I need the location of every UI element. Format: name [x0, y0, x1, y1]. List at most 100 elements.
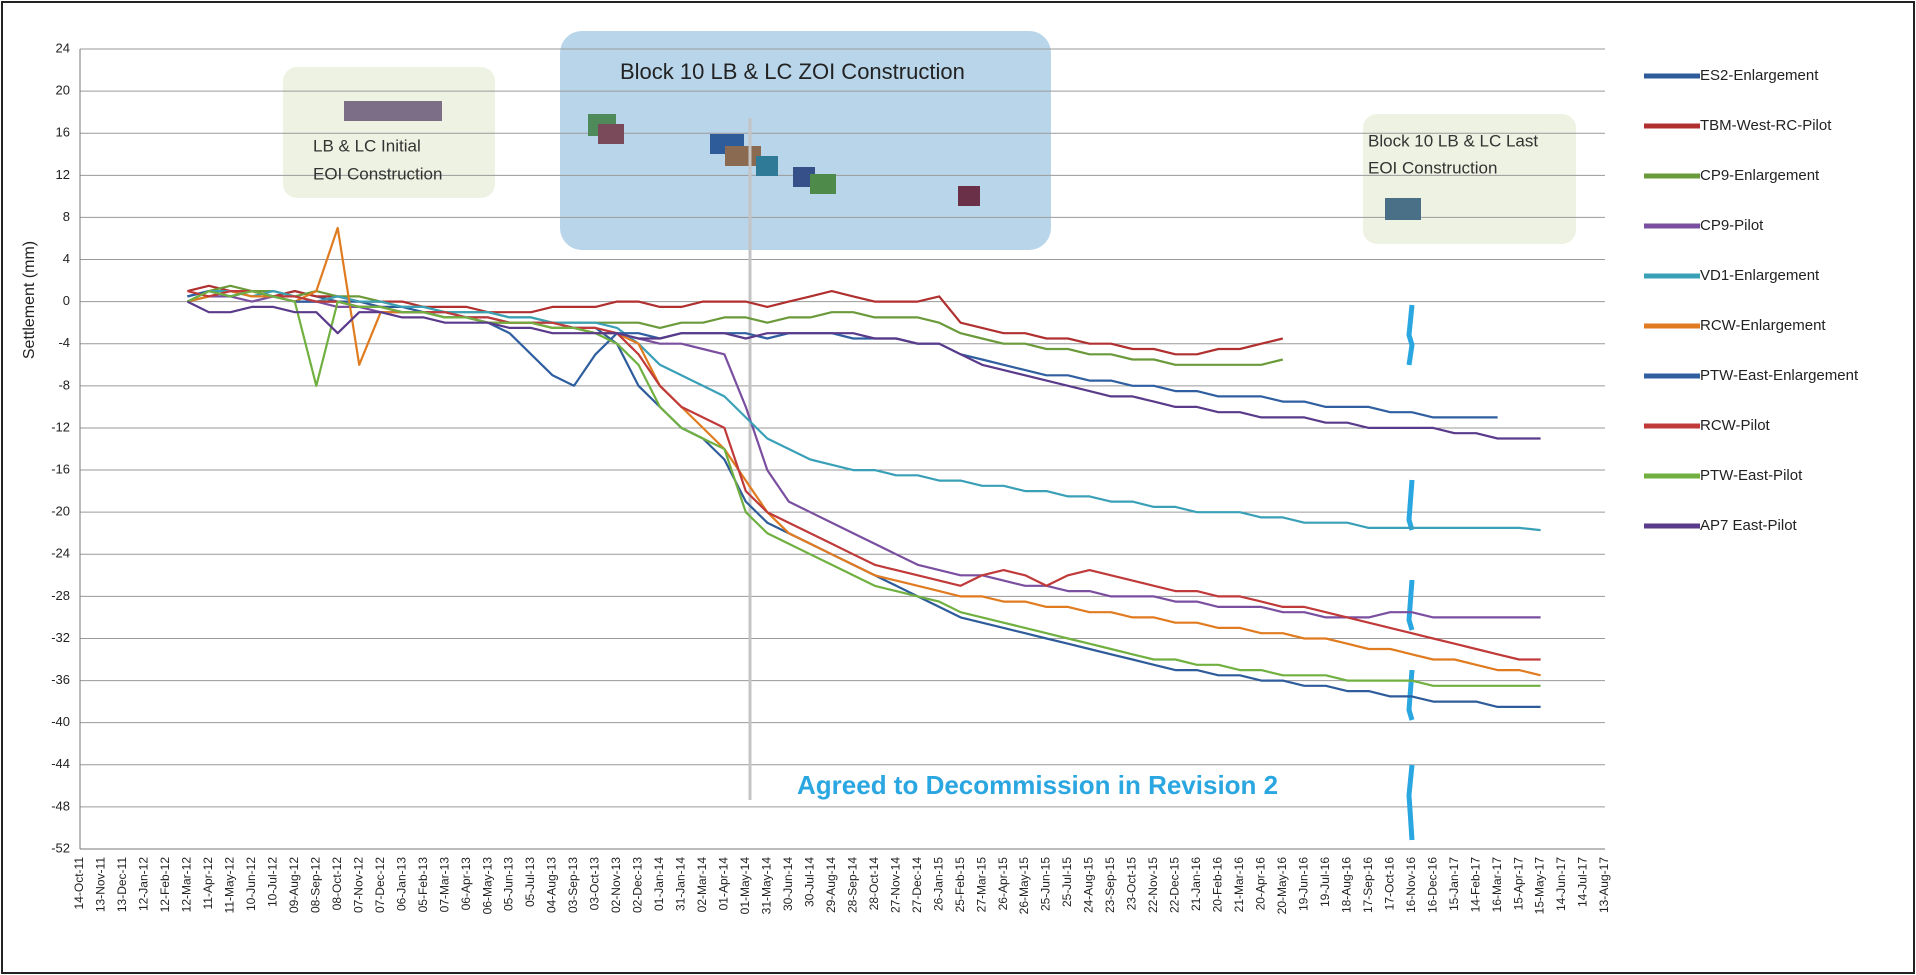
- x-tick-label: 21-Jan-16: [1189, 857, 1203, 911]
- x-tick-label: 21-Mar-16: [1232, 857, 1246, 913]
- series-line: [186, 290, 1541, 687]
- decommission-label: Agreed to Decommission in Revision 2: [797, 770, 1278, 800]
- x-tick-label: 06-Apr-13: [459, 857, 473, 911]
- x-tick-label: 17-Oct-16: [1382, 857, 1396, 911]
- x-tick-label: 02-Nov-13: [609, 857, 623, 913]
- x-tick-label: 23-Oct-15: [1125, 857, 1139, 911]
- y-tick-label: 24: [56, 40, 70, 55]
- x-tick-label: 07-Mar-13: [437, 857, 451, 913]
- y-tick-label: -40: [51, 714, 70, 729]
- x-tick-label: 11-May-12: [223, 857, 237, 914]
- x-tick-label: 18-Aug-16: [1339, 857, 1353, 913]
- x-tick-label: 16-Mar-17: [1490, 857, 1504, 913]
- legend-label: RCW-Pilot: [1700, 417, 1771, 434]
- y-tick-label: -4: [58, 335, 70, 350]
- y-tick-label: -36: [51, 672, 70, 687]
- x-tick-label: 05-Feb-13: [416, 857, 430, 913]
- y-tick-label: 0: [63, 293, 70, 308]
- legend-label: PTW-East-Pilot: [1700, 467, 1803, 484]
- series-line: [186, 284, 1284, 366]
- x-tick-label: 12-Jan-12: [137, 857, 151, 911]
- x-tick-label: 03-Sep-13: [566, 857, 580, 913]
- y-tick-label: -48: [51, 798, 70, 813]
- y-tick-label: -44: [51, 756, 70, 771]
- x-tick-label: 12-Feb-12: [158, 857, 172, 913]
- legend-label: AP7 East-Pilot: [1700, 517, 1798, 534]
- x-tick-label: 22-Nov-15: [1146, 857, 1160, 913]
- x-tick-label: 08-Oct-12: [330, 857, 344, 911]
- period-marker: [1385, 198, 1421, 220]
- x-tick-label: 10-Jul-12: [265, 857, 279, 907]
- y-tick-label: -32: [51, 630, 70, 645]
- initial-box: [283, 67, 495, 198]
- x-tick-label: 19-Jun-16: [1296, 857, 1310, 911]
- x-tick-label: 05-Jun-13: [502, 857, 516, 911]
- y-tick-label: 12: [56, 167, 70, 182]
- y-tick-label: 16: [56, 125, 70, 140]
- x-tick-label: 25-Feb-15: [953, 857, 967, 913]
- y-tick-label: -20: [51, 504, 70, 519]
- x-tick-label: 07-Nov-12: [351, 857, 365, 913]
- x-tick-label: 10-Jun-12: [244, 857, 258, 911]
- x-tick-label: 01-May-14: [738, 857, 752, 915]
- period-marker: [756, 156, 778, 176]
- x-tick-label: 30-Jun-14: [781, 857, 795, 911]
- zoi-box: [560, 31, 1051, 250]
- x-tick-label: 06-May-13: [480, 857, 494, 915]
- series-line: [186, 300, 1541, 440]
- x-tick-label: 26-Jan-15: [931, 857, 945, 911]
- x-tick-label: 01-Jan-14: [652, 857, 666, 911]
- x-tick-label: 19-Jul-16: [1318, 857, 1332, 907]
- x-tick-label: 24-Aug-15: [1082, 857, 1096, 913]
- x-tick-label: 01-Apr-14: [717, 857, 731, 911]
- x-tick-label: 22-Dec-15: [1168, 857, 1182, 913]
- decommission-marker: [1406, 304, 1415, 841]
- period-marker: [344, 101, 442, 121]
- initial-label: EOI Construction: [313, 164, 442, 183]
- x-tick-label: 08-Sep-12: [308, 857, 322, 913]
- zoi-label: Block 10 LB & LC ZOI Construction: [620, 59, 965, 84]
- x-tick-label: 16-Dec-16: [1425, 857, 1439, 913]
- last-label: Block 10 LB & LC Last: [1368, 131, 1538, 150]
- y-tick-label: -28: [51, 588, 70, 603]
- x-tick-label: 27-Dec-14: [910, 857, 924, 913]
- legend-label: CP9-Pilot: [1700, 217, 1764, 234]
- x-tick-label: 17-Sep-16: [1361, 857, 1375, 913]
- period-marker: [810, 174, 836, 194]
- y-tick-label: -16: [51, 461, 70, 476]
- y-tick-label: -52: [51, 840, 70, 855]
- y-tick-label: 20: [56, 83, 70, 98]
- x-tick-label: 11-Apr-12: [201, 857, 215, 910]
- x-tick-label: 15-May-17: [1533, 857, 1547, 915]
- x-tick-label: 25-Jun-15: [1039, 857, 1053, 911]
- y-tick-label: 8: [63, 209, 70, 224]
- x-tick-label: 12-Mar-12: [180, 857, 194, 913]
- x-tick-label: 14-Jul-17: [1576, 857, 1590, 907]
- x-tick-label: 16-Nov-16: [1404, 857, 1418, 913]
- x-tick-label: 15-Jan-17: [1447, 857, 1461, 911]
- x-tick-label: 04-Aug-13: [545, 857, 559, 913]
- x-tick-label: 30-Jul-14: [802, 857, 816, 907]
- x-tick-label: 31-Jan-14: [674, 857, 688, 911]
- x-tick-label: 09-Aug-12: [287, 857, 301, 913]
- x-tick-label: 29-Aug-14: [824, 857, 838, 913]
- x-tick-label: 05-Jul-13: [523, 857, 537, 907]
- period-marker: [725, 146, 761, 166]
- period-marker: [958, 186, 980, 206]
- x-tick-label: 14-Oct-11: [72, 857, 86, 910]
- initial-label: LB & LC Initial: [313, 136, 421, 155]
- x-tick-label: 20-Feb-16: [1211, 857, 1225, 913]
- x-tick-label: 06-Jan-13: [394, 857, 408, 911]
- x-tick-label: 14-Feb-17: [1468, 857, 1482, 913]
- y-tick-label: -12: [51, 419, 70, 434]
- x-tick-label: 23-Sep-15: [1103, 857, 1117, 913]
- legend-label: PTW-East-Enlargement: [1700, 367, 1859, 384]
- y-tick-label: -8: [58, 377, 70, 392]
- x-tick-label: 27-Nov-14: [888, 857, 902, 913]
- x-tick-label: 28-Oct-14: [867, 857, 881, 911]
- x-tick-label: 25-Jul-15: [1060, 857, 1074, 907]
- last-label: EOI Construction: [1368, 158, 1497, 177]
- legend-label: RCW-Enlargement: [1700, 317, 1826, 334]
- x-tick-label: 13-Nov-11: [94, 857, 108, 912]
